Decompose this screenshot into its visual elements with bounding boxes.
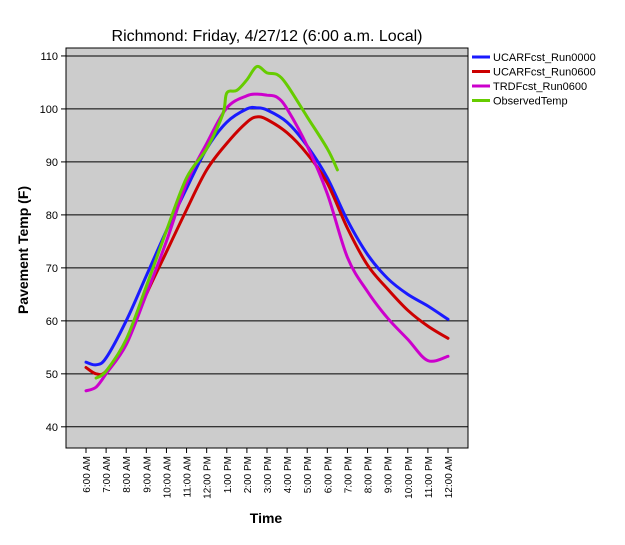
series-line-trdfcst-run0600 bbox=[84, 92, 450, 393]
y-tick-label: 100 bbox=[40, 104, 58, 116]
legend-label: ObservedTemp bbox=[493, 96, 568, 108]
x-tick-label: 12:00 PM bbox=[203, 456, 214, 499]
x-tick-label: 7:00 AM bbox=[102, 456, 113, 493]
y-tick-label: 50 bbox=[46, 369, 58, 381]
x-tick-label: 1:00 PM bbox=[223, 456, 234, 493]
x-tick-label: 4:00 PM bbox=[283, 456, 294, 493]
series-line-ucarfcst-run0000 bbox=[84, 105, 450, 367]
x-tick-label: 8:00 PM bbox=[364, 456, 375, 493]
x-tick-label: 2:00 PM bbox=[243, 456, 254, 493]
series-line-observedtemp bbox=[94, 64, 339, 380]
x-tick-label: 9:00 AM bbox=[142, 456, 153, 493]
x-tick-label: 5:00 PM bbox=[303, 456, 314, 493]
x-tick-label: 8:00 AM bbox=[122, 456, 133, 493]
x-tick-label: 7:00 PM bbox=[343, 456, 354, 493]
x-tick-label: 11:00 PM bbox=[424, 456, 435, 498]
plot-background bbox=[66, 48, 468, 448]
chart-title: Richmond: Friday, 4/27/12 (6:00 a.m. Loc… bbox=[112, 28, 423, 45]
legend-label: UCARFcst_Run0000 bbox=[493, 52, 596, 64]
x-tick-label: 6:00 AM bbox=[82, 456, 93, 493]
y-tick-label: 110 bbox=[40, 51, 58, 63]
x-tick-label: 11:00 AM bbox=[183, 456, 194, 498]
y-tick-label: 80 bbox=[46, 210, 58, 222]
plot-border bbox=[65, 47, 469, 449]
y-tick-label: 60 bbox=[46, 316, 58, 328]
x-tick-label: 12:00 AM bbox=[444, 456, 455, 498]
plot-area-group: 40 50 60 70 80 90 100 110 6:00 AM 7:00 AM 8:00 AM 9… bbox=[40, 47, 469, 499]
x-tick-label: 3:00 PM bbox=[263, 456, 274, 493]
x-tick-label: 10:00 PM bbox=[404, 456, 415, 499]
x-tick-label: 6:00 PM bbox=[323, 456, 334, 493]
y-axis-label: Pavement Temp (F) bbox=[15, 186, 31, 314]
legend-label: UCARFcst_Run0600 bbox=[493, 67, 596, 79]
y-tick-label: 70 bbox=[46, 263, 58, 275]
x-axis-label: Time bbox=[250, 510, 283, 526]
x-tick-label: 9:00 PM bbox=[384, 456, 395, 493]
legend-label: TRDFcst_Run0600 bbox=[493, 81, 587, 93]
legend: UCARFcst_Run0000 UCARFcst_Run0600 TRDFcst_… bbox=[472, 52, 596, 108]
y-tick-label: 40 bbox=[46, 422, 58, 434]
x-tick-label: 10:00 AM bbox=[162, 456, 173, 498]
y-tick-label: 90 bbox=[46, 157, 58, 169]
